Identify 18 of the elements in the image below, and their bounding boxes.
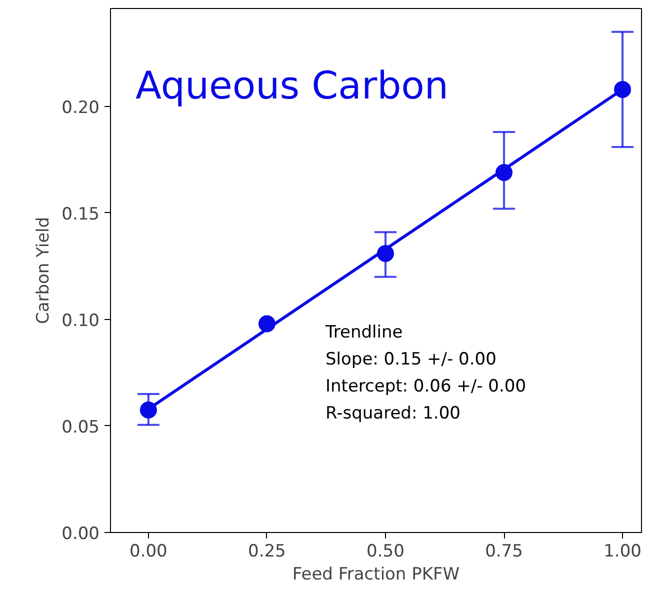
y-tick-label: 0.10: [62, 310, 100, 331]
x-tick-label: 0.50: [366, 542, 404, 562]
y-axis-title: Carbon Yield: [34, 216, 54, 324]
y-tick-label: 0.05: [62, 417, 100, 438]
x-tick-label: 0.75: [485, 542, 523, 562]
y-tick-label: 0.15: [62, 204, 100, 224]
text: Aqueous Carbon: [136, 64, 449, 108]
x-tick-label: 0.00: [130, 542, 168, 562]
point: [140, 402, 157, 419]
y-tick-label: 0.00: [62, 524, 100, 544]
x-tick-label: 1.00: [604, 542, 642, 562]
y-tick-label: 0.20: [62, 98, 100, 118]
x-tick-label: 0.25: [248, 542, 286, 562]
annotation: Trendline: [324, 322, 403, 342]
annotation: Intercept: 0.06 +/- 0.00: [326, 376, 526, 396]
annotation: R-squared: 1.00: [326, 404, 460, 424]
x-axis-title: Feed Fraction PKFW: [292, 564, 460, 584]
annotation: Slope: 0.15 +/- 0.00: [326, 350, 496, 370]
